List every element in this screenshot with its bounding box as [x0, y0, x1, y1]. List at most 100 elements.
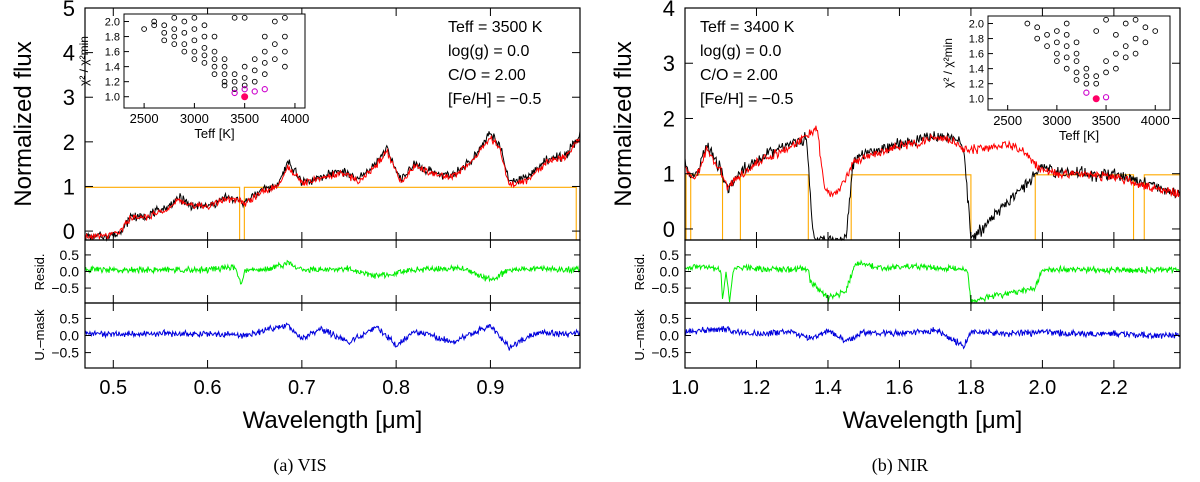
umask-ytick-label: 0.5 [60, 310, 80, 326]
xtick-label: 2.0 [1028, 377, 1056, 399]
resid-ytick-label: −0.5 [51, 280, 79, 296]
inset-point [1073, 77, 1080, 83]
xtick-label: 0.8 [382, 377, 410, 399]
inset-frame [123, 13, 306, 109]
inset-ytick-label: 1.0 [105, 92, 120, 104]
main-ytick-label: 3 [663, 51, 675, 76]
inset-ytick-label: 1.2 [105, 77, 120, 89]
inset-point [1034, 35, 1041, 42]
inset-point [1054, 28, 1060, 34]
inset-y-label: χ² / χ²min [77, 36, 91, 86]
inset-y-label: χ² / χ²min [941, 38, 955, 88]
inset-xtick-label: 3000 [1042, 113, 1071, 128]
param-text: C/O = 2.00 [448, 67, 526, 84]
inset-point [1083, 80, 1090, 87]
caption-vis: (a) VIS [273, 455, 327, 475]
inset-xtick-label: 3000 [180, 111, 209, 126]
inset-best-point [1092, 95, 1100, 103]
umask-ytick-label: −0.5 [51, 345, 79, 361]
inset-point [201, 44, 208, 51]
main-ytick-label: 2 [63, 130, 75, 155]
inset-point [261, 48, 268, 55]
inset-ytick-label: 1.4 [105, 62, 120, 74]
x-axis-label: Wavelength [μm] [843, 407, 1023, 434]
inset-point [221, 56, 228, 62]
series-model [84, 135, 581, 241]
inset-ytick-label: 1.2 [969, 79, 984, 91]
inset-point [191, 14, 198, 21]
inset-point [1113, 31, 1119, 38]
inset-point [201, 60, 208, 66]
inset-point [211, 56, 218, 62]
inset-point [1044, 43, 1050, 49]
param-text: [Fe/H] = −0.5 [448, 91, 541, 108]
inset-point [181, 48, 188, 55]
resid-ytick-label: 0.0 [660, 264, 680, 280]
inset-point [1034, 24, 1041, 31]
xtick-label: 0.7 [288, 377, 316, 399]
inset-point [1103, 58, 1109, 64]
inset-ytick-label: 1.6 [969, 49, 984, 61]
series-observed [84, 131, 581, 242]
xtick-label: 0.6 [194, 377, 222, 399]
inset-point [191, 48, 198, 55]
inset-point [211, 48, 218, 55]
param-text: log(g) = 0.0 [700, 43, 781, 60]
inset-point-near-min [1083, 89, 1090, 96]
xtick-label: 1.0 [671, 377, 699, 399]
inset-point [161, 22, 168, 29]
param-text: log(g) = 0.0 [448, 43, 529, 60]
inset-point [201, 52, 208, 59]
xtick-label: 0.9 [477, 377, 505, 399]
inset-point [151, 18, 158, 25]
inset-point [1093, 80, 1100, 87]
resid-ytick-label: −0.5 [651, 280, 679, 296]
umask-frame [684, 302, 1181, 369]
inset-point-near-min [1102, 94, 1110, 101]
inset-ytick-label: 1.8 [969, 34, 984, 46]
inset-point [1073, 58, 1080, 64]
inset-point [1103, 16, 1109, 23]
param-text: Teff = 3500 K [448, 19, 543, 36]
inset-point [1073, 50, 1080, 57]
inset-ytick-label: 1.0 [969, 94, 984, 106]
inset-point-near-min [231, 89, 238, 97]
xtick-label: 1.2 [743, 377, 771, 399]
inset-frame [987, 15, 1171, 111]
inset-point [231, 78, 238, 85]
inset-point [1044, 31, 1050, 38]
inset-xtick-label: 4000 [1141, 113, 1170, 128]
inset-point [1132, 50, 1139, 57]
umask-y-label: U.–mask [32, 309, 47, 361]
inset-ytick-label: 1.8 [105, 32, 120, 44]
param-text: Teff = 3400 K [700, 19, 795, 36]
y-axis-label: Normalized flux [10, 41, 37, 206]
inset-ytick-label: 2.0 [969, 19, 984, 31]
inset-point [181, 41, 188, 47]
inset-point [261, 71, 268, 78]
inset-point [1083, 65, 1090, 72]
main-ytick-label: 3 [63, 85, 75, 110]
inset-point [1152, 28, 1159, 34]
y-axis-label: Normalized flux [610, 41, 637, 206]
inset-point [1024, 20, 1031, 27]
inset-point [1122, 20, 1129, 27]
inset-point [181, 18, 188, 25]
inset-point [251, 78, 258, 85]
resid-line [84, 259, 581, 285]
inset-point [211, 71, 218, 78]
main-ytick-label: 5 [63, 0, 75, 21]
inset-xtick-label: 2500 [130, 111, 159, 126]
inset-point [191, 56, 198, 62]
inset-point [271, 56, 278, 62]
inset-point [1054, 39, 1060, 46]
inset-point [221, 78, 228, 85]
main-ytick-label: 0 [63, 219, 75, 244]
umask-ytick-label: 0.0 [60, 328, 80, 344]
inset-point [282, 33, 288, 40]
inset-point [1093, 28, 1100, 34]
inset-point-near-min [251, 88, 258, 95]
inset-point [221, 82, 228, 89]
inset-point [211, 33, 218, 40]
